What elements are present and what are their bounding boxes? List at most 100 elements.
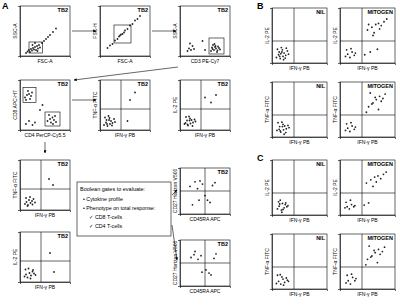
- axis-line: [178, 7, 181, 57]
- event-dot: [366, 182, 368, 184]
- event-dot: [26, 201, 28, 203]
- event-dot: [366, 111, 368, 113]
- plot-area: [340, 160, 395, 215]
- event-dot: [49, 252, 51, 254]
- event-dot: [351, 51, 353, 53]
- plot-area: [23, 88, 60, 127]
- event-dot: [380, 100, 382, 102]
- x-axis-title: IFN-γ PB: [357, 65, 378, 71]
- y-axis-title: IL-2 PE: [12, 248, 18, 265]
- event-dot: [365, 264, 367, 266]
- event-dot: [287, 50, 289, 52]
- event-dot: [277, 48, 279, 50]
- event-dot: [191, 119, 193, 121]
- event-dot: [27, 205, 29, 207]
- event-dot: [47, 36, 49, 38]
- y-axis: [178, 7, 181, 57]
- y-axis: [98, 7, 101, 57]
- y-axis-title: TNF-α FITC: [12, 171, 18, 198]
- event-dot: [25, 99, 27, 101]
- event-dot: [193, 48, 195, 50]
- event-dot: [287, 125, 289, 127]
- event-dot: [113, 118, 115, 120]
- event-dot: [278, 128, 280, 130]
- event-dot: [192, 204, 194, 206]
- plot-title: TB2: [58, 7, 68, 13]
- event-dot: [45, 38, 47, 40]
- event-dot: [52, 117, 54, 119]
- plot-title: NIL: [316, 83, 326, 89]
- plot-title: MITOGEN: [367, 9, 393, 15]
- plot-frame: [272, 82, 327, 137]
- arrow: [172, 225, 177, 260]
- event-dot: [215, 45, 217, 47]
- event-dot: [278, 51, 280, 53]
- event-dot: [127, 120, 129, 122]
- event-dot: [50, 122, 52, 124]
- event-dot: [216, 51, 218, 53]
- arrow: [172, 190, 177, 195]
- event-dot: [284, 125, 286, 127]
- event-dot: [285, 54, 287, 56]
- plot-title: NIL: [316, 235, 326, 241]
- plot-title: TB2: [138, 81, 148, 87]
- event-dot: [210, 50, 212, 52]
- event-dot: [123, 32, 125, 34]
- event-dot: [280, 283, 282, 285]
- scatter-panel: MITOGENIFN-γ PBIL-2 PE: [332, 160, 396, 223]
- scatter-panel: TB2CD3 PE-Cy7SSC-A: [172, 6, 231, 64]
- scatter-panel: TB2CD4 PerCP-Cy5.5CD8 APC-H7: [12, 80, 71, 138]
- event-dot: [377, 262, 379, 264]
- plot-frame: [100, 6, 150, 56]
- event-dot: [105, 122, 107, 124]
- event-dot: [34, 202, 36, 204]
- axis-line: [98, 81, 101, 131]
- quadrant-line: [272, 267, 327, 268]
- plot-area: [187, 38, 224, 54]
- event-dot: [25, 123, 27, 125]
- event-dot: [29, 51, 31, 53]
- x-axis-title: IFN-γ PB: [289, 139, 310, 145]
- quadrant-line: [100, 109, 150, 110]
- y-axis: [270, 161, 273, 216]
- event-dot: [374, 97, 376, 99]
- event-dot: [27, 277, 29, 279]
- event-dot: [197, 188, 199, 190]
- event-dot: [104, 117, 106, 119]
- axis-line: [18, 161, 21, 211]
- event-dot: [350, 48, 352, 50]
- event-dot: [368, 24, 370, 26]
- y-axis: [338, 235, 341, 290]
- event-dot: [134, 20, 136, 22]
- event-dot: [210, 274, 212, 276]
- quadrant-line: [121, 80, 122, 130]
- event-dot: [26, 94, 28, 96]
- event-dot: [350, 199, 352, 201]
- event-dot: [276, 283, 278, 285]
- scatter-panel: TB2CD45RA APCCD27 Horizon V500: [172, 240, 231, 294]
- event-dot: [110, 120, 112, 122]
- event-dot: [346, 123, 348, 125]
- x-axis-title: IFN-γ PB: [289, 65, 310, 71]
- scatter-panel: TB2IFN-γ PBIL-2 PE: [12, 232, 71, 290]
- event-dot: [283, 133, 285, 135]
- quadrant-line: [340, 41, 395, 42]
- figure: TB2FSC-ASSC-ATB2FSC-AFSC-HTB2CD3 PE-Cy7S…: [0, 0, 400, 307]
- plot-area: [272, 8, 327, 63]
- event-dot: [383, 173, 385, 175]
- scatter-panel: TB2IFN-γ PBTNF-α FITC: [92, 80, 151, 138]
- plot-title: NIL: [316, 9, 326, 15]
- event-dot: [53, 271, 55, 273]
- event-dot: [344, 207, 346, 209]
- event-dot: [190, 49, 192, 51]
- event-dot: [382, 98, 384, 100]
- event-dot: [28, 93, 30, 95]
- scatter-panel: NILIFN-γ PBTNF-α FITC: [264, 82, 328, 145]
- event-dot: [346, 274, 348, 276]
- event-dot: [369, 92, 371, 94]
- event-dot: [25, 52, 27, 54]
- event-dot: [42, 104, 44, 106]
- event-dot: [214, 182, 216, 184]
- event-dot: [189, 120, 191, 122]
- event-dot: [107, 47, 109, 49]
